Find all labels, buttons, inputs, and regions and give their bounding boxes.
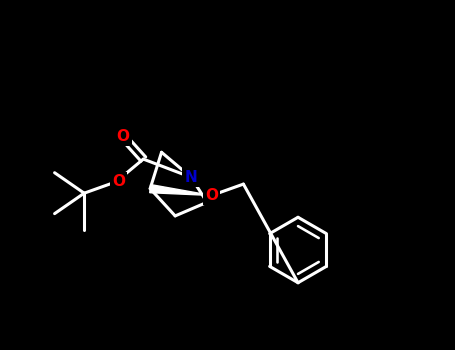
Polygon shape bbox=[150, 184, 212, 195]
Text: O: O bbox=[116, 129, 129, 144]
Text: N: N bbox=[185, 170, 197, 185]
Text: O: O bbox=[205, 188, 218, 203]
Text: O: O bbox=[112, 174, 125, 189]
